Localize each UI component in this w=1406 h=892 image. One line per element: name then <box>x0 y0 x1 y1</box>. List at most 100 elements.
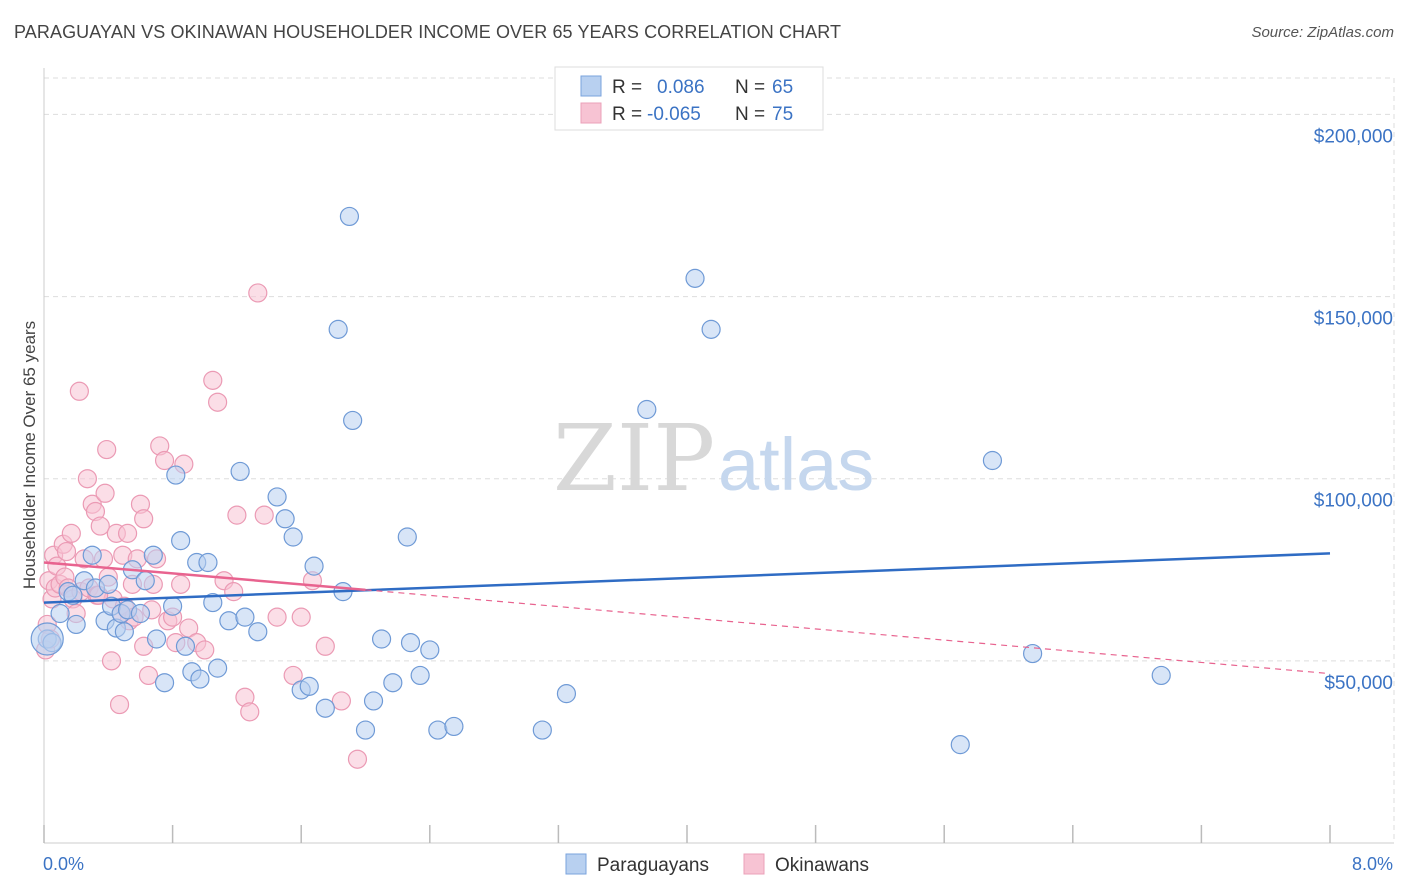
okinawans-point-51 <box>171 574 191 594</box>
paraguayans-point-60 <box>685 268 705 288</box>
legend-swatch-pink <box>580 102 602 124</box>
bottom-legend-label-2: Okinawans <box>775 855 869 876</box>
paraguayans-point-23 <box>166 465 186 485</box>
paraguayans-point-56 <box>444 716 464 737</box>
paraguayans-point-50 <box>383 673 403 693</box>
paraguayans-point-25 <box>175 636 196 656</box>
okinawans-point-24 <box>90 516 110 536</box>
legend-r-value-2: -0.065 <box>647 104 701 125</box>
paraguayans-point-48 <box>363 691 384 711</box>
okinawans-point-19 <box>77 469 98 489</box>
paraguayans-point-54 <box>420 640 440 660</box>
paraguayans-point-53 <box>410 665 430 686</box>
okinawans-point-65 <box>267 607 287 627</box>
source-label: Source: ZipAtlas.com <box>1251 24 1394 41</box>
x-tick-min: 0.0% <box>43 854 84 874</box>
paraguayans-point-10 <box>98 574 118 594</box>
legend-n-value-2: 75 <box>772 104 793 125</box>
okinawans-point-56 <box>203 370 223 390</box>
okinawans-point-13 <box>61 523 81 543</box>
okinawans-point-70 <box>331 691 351 711</box>
y-tick-label-2: $150,000 <box>1314 309 1393 330</box>
okinawans-point-53 <box>179 618 199 638</box>
paraguayans-point-30 <box>203 592 223 613</box>
legend-n-value-1: 65 <box>772 77 793 98</box>
okinawans-point-11 <box>56 541 77 562</box>
okinawans-point-42 <box>138 665 159 686</box>
bottom-legend-label-1: Paraguayans <box>597 855 709 876</box>
okinawans-point-27 <box>97 439 117 460</box>
trend-lines <box>43 552 1331 675</box>
paraguayans-trend-line <box>43 552 1331 604</box>
paraguayans-point-18 <box>135 571 155 591</box>
paraguayans-point-33 <box>230 461 250 482</box>
okinawans-point-69 <box>315 636 335 656</box>
x-tick-max: 8.0% <box>1352 854 1393 874</box>
paraguayans-point-58 <box>556 684 577 704</box>
y-tick-label-1: $100,000 <box>1314 491 1393 512</box>
paraguayans-point-5 <box>66 614 86 635</box>
okinawans-trend-line-dashed <box>365 589 1331 675</box>
paraguayans-point-41 <box>304 556 324 576</box>
paraguayans-point-2 <box>50 603 70 624</box>
grid-lines <box>44 77 1395 843</box>
paraguayans-point-47 <box>355 720 376 740</box>
watermark-atlas: atlas <box>718 423 874 506</box>
paraguayans-point-57 <box>532 720 552 740</box>
okinawans-point-66 <box>283 665 303 686</box>
paraguayans-point-64 <box>1023 643 1043 664</box>
okinawans-point-35 <box>117 523 138 543</box>
paraguayans-point-19 <box>143 545 163 565</box>
okinawans-point-16 <box>69 381 89 401</box>
paraguayans-point-14 <box>114 622 134 642</box>
okinawans-point-67 <box>291 607 311 627</box>
okinawans-point-57 <box>208 392 228 412</box>
paraguayans-point-52 <box>400 633 421 653</box>
axes <box>43 68 1394 844</box>
okinawans-point-62 <box>240 702 260 722</box>
okinawans-point-63 <box>248 283 268 303</box>
paraguayans-point-4 <box>63 585 83 605</box>
paraguayans-point-37 <box>275 509 295 529</box>
y-tick-labels: $50,000 $100,000 $150,000 $200,000 <box>1314 126 1393 693</box>
paraguayans-point-38 <box>283 527 303 547</box>
paraguayans-point-65 <box>1151 665 1171 686</box>
okinawans-points <box>36 283 368 769</box>
legend-r-label-2: R = <box>612 104 642 125</box>
paraguayans-point-32 <box>219 611 239 631</box>
paraguayans-point-59 <box>637 399 657 420</box>
watermark-zip: ZIP <box>553 405 715 512</box>
okinawans-point-41 <box>134 509 154 529</box>
y-tick-label-3: $200,000 <box>1314 126 1393 147</box>
paraguayans-point-43 <box>328 319 348 339</box>
paraguayans-point-36 <box>267 487 287 507</box>
legend-r-label-1: R = <box>612 77 642 98</box>
paraguayans-point-29 <box>198 552 218 573</box>
okinawans-trend-line <box>43 561 366 592</box>
okinawans-point-59 <box>224 582 244 602</box>
legend-n-label-1: N = <box>735 77 765 98</box>
paraguayans-point-31 <box>208 658 228 678</box>
okinawans-point-26 <box>95 483 115 503</box>
paraguayans-point-46 <box>343 410 363 431</box>
legend-box: R = 0.086 N = 65 R = -0.065 N = 75 <box>554 66 824 131</box>
paraguayans-point-28 <box>190 669 210 689</box>
bottom-legend: Paraguayans Okinawans <box>565 853 869 876</box>
bottom-legend-swatch-blue <box>565 853 587 875</box>
paraguayans-point-49 <box>371 629 392 649</box>
paraguayans-point-40 <box>299 676 319 696</box>
okinawans-point-55 <box>195 640 215 660</box>
y-tick-label-0: $50,000 <box>1324 673 1393 694</box>
paraguayans-point-17 <box>130 603 151 624</box>
paraguayans-point-24 <box>171 531 191 551</box>
paraguayans-point-cluster <box>30 622 64 656</box>
paraguayans-point-21 <box>154 673 175 693</box>
chart-title: PARAGUAYAN VS OKINAWAN HOUSEHOLDER INCOM… <box>14 22 842 42</box>
paraguayans-point-55 <box>428 720 448 740</box>
okinawans-point-71 <box>347 749 368 769</box>
paraguayans-point-61 <box>701 319 721 339</box>
okinawans-point-29 <box>101 651 122 671</box>
legend-swatch-blue <box>580 75 602 97</box>
paraguayans-point-42 <box>315 698 335 718</box>
y-axis-title: Householder Income Over 65 years <box>20 321 39 589</box>
